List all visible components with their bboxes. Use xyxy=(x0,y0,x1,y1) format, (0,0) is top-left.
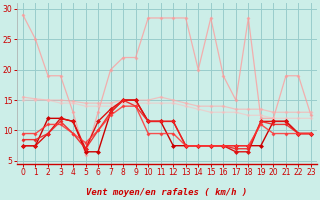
X-axis label: Vent moyen/en rafales ( km/h ): Vent moyen/en rafales ( km/h ) xyxy=(86,188,248,197)
